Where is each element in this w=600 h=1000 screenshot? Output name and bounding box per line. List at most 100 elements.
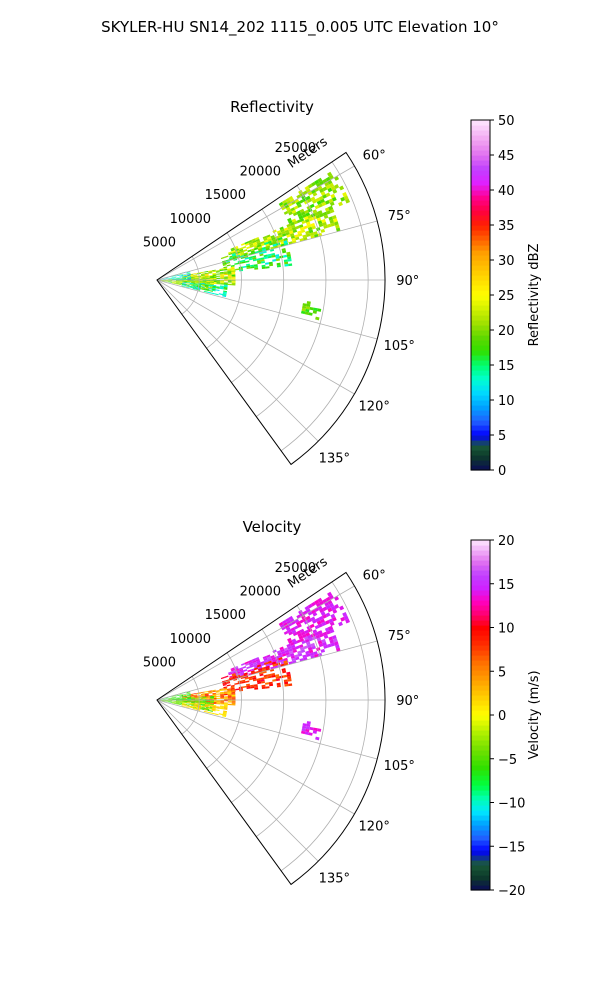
- colorbar-segment: [471, 360, 490, 366]
- colorbar-segment: [471, 540, 490, 546]
- velocity-panel: Velocity60°75°90°105°120°135°50001000015…: [143, 518, 542, 899]
- colorbar-segment: [471, 420, 490, 426]
- azimuth-tick-label: 90°: [396, 694, 419, 709]
- colorbar-segment: [471, 555, 490, 561]
- colorbar-segment: [471, 395, 490, 401]
- echo-cell: [321, 229, 326, 233]
- echo-cell: [216, 289, 220, 291]
- echo-cell: [272, 679, 276, 682]
- echo-cell: [283, 675, 287, 678]
- colorbar-segment: [471, 350, 490, 356]
- colorbar-segment: [471, 685, 490, 691]
- echo-cell: [205, 698, 209, 699]
- colorbar-segment: [471, 845, 490, 851]
- echo-cell: [224, 282, 228, 283]
- echo-cell: [210, 702, 214, 703]
- colorbar-segment: [471, 770, 490, 776]
- colorbar-segment: [471, 330, 490, 336]
- colorbar-segment: [471, 235, 490, 241]
- colorbar-segment: [471, 745, 490, 751]
- echo-cell: [265, 682, 269, 684]
- colorbar-segment: [471, 720, 490, 726]
- echo-cell: [210, 701, 214, 702]
- colorbar-segment: [471, 785, 490, 791]
- echo-cell: [183, 274, 187, 275]
- colorbar-segment: [471, 445, 490, 451]
- colorbar-segment: [471, 725, 490, 731]
- echo-cell: [221, 257, 225, 259]
- echo-cell: [220, 703, 224, 704]
- echo-cell: [210, 277, 214, 278]
- colorbar-segment: [471, 775, 490, 781]
- echo-cell: [227, 264, 231, 266]
- echo-cell: [283, 255, 287, 258]
- colorbar-segment: [471, 185, 490, 191]
- echo-cell: [228, 284, 232, 286]
- colorbar-segment: [471, 440, 490, 446]
- range-ring: [231, 629, 283, 802]
- echo-cell: [228, 275, 232, 277]
- echo-cell: [228, 696, 232, 697]
- colorbar-segment: [471, 200, 490, 206]
- colorbar-segment: [471, 825, 490, 831]
- colorbar-segment: [471, 215, 490, 221]
- echo-cell: [176, 697, 180, 698]
- echo-cell: [241, 243, 245, 246]
- echo-cell: [228, 695, 232, 697]
- echo-cell: [207, 292, 211, 294]
- colorbar: −20−15−10−505101520Velocity (m/s): [471, 534, 542, 899]
- echo-cell: [216, 698, 220, 699]
- echo-cell: [187, 693, 191, 694]
- colorbar-segment: [471, 355, 490, 361]
- echo-cell: [284, 264, 288, 267]
- echo-cell: [245, 680, 249, 682]
- figure-title: SKYLER-HU SN14_202 1115_0.005 UTC Elevat…: [101, 18, 499, 37]
- echo-cell: [228, 704, 232, 706]
- echo-cell: [216, 282, 220, 283]
- colorbar-segment: [471, 190, 490, 196]
- colorbar-segment: [471, 180, 490, 186]
- azimuth-spoke: [157, 280, 377, 339]
- echo-cell: [232, 704, 236, 706]
- colorbar-segment: [471, 565, 490, 571]
- echo-cell: [235, 268, 239, 270]
- colorbar-segment: [471, 665, 490, 671]
- range-tick-label: 20000: [240, 165, 281, 180]
- colorbar-segment: [471, 715, 490, 721]
- colorbar-segment: [471, 225, 490, 231]
- colorbar-segment: [471, 250, 490, 256]
- azimuth-tick-label: 60°: [363, 149, 386, 164]
- colorbar-segment: [471, 860, 490, 866]
- colorbar-tick-label: −5: [498, 753, 517, 768]
- colorbar-segment: [471, 170, 490, 176]
- colorbar: 05101520253035404550Reflectivity dBZ: [471, 114, 542, 479]
- echo-cell: [232, 701, 236, 702]
- echo-cell: [219, 293, 223, 295]
- colorbar-segment: [471, 630, 490, 636]
- colorbar-segment: [471, 260, 490, 266]
- colorbar-segment: [471, 305, 490, 311]
- colorbar-tick-label: 35: [498, 219, 515, 234]
- sector-frame: [157, 573, 385, 885]
- range-tick-label: 20000: [240, 585, 281, 600]
- colorbar-segment: [471, 615, 490, 621]
- echo-cell: [243, 669, 247, 672]
- colorbar-segment: [471, 790, 490, 796]
- colorbar-segment: [471, 255, 490, 261]
- echo-cell: [224, 276, 228, 277]
- range-tick-label: 5000: [143, 235, 176, 250]
- colorbar-segment: [471, 645, 490, 651]
- azimuth-tick-label: 105°: [384, 339, 415, 354]
- colorbar-segment: [471, 220, 490, 226]
- colorbar-segment: [471, 175, 490, 181]
- colorbar-tick-label: 0: [498, 464, 506, 479]
- colorbar-segment: [471, 370, 490, 376]
- colorbar-tick-label: −10: [498, 797, 525, 812]
- colorbar-segment: [471, 805, 490, 811]
- colorbar-segment: [471, 605, 490, 611]
- colorbar-tick-label: 15: [498, 359, 515, 374]
- colorbar-segment: [471, 430, 490, 436]
- echo-cell: [195, 281, 199, 282]
- echo-cell: [232, 695, 236, 697]
- echo-cell: [215, 293, 219, 295]
